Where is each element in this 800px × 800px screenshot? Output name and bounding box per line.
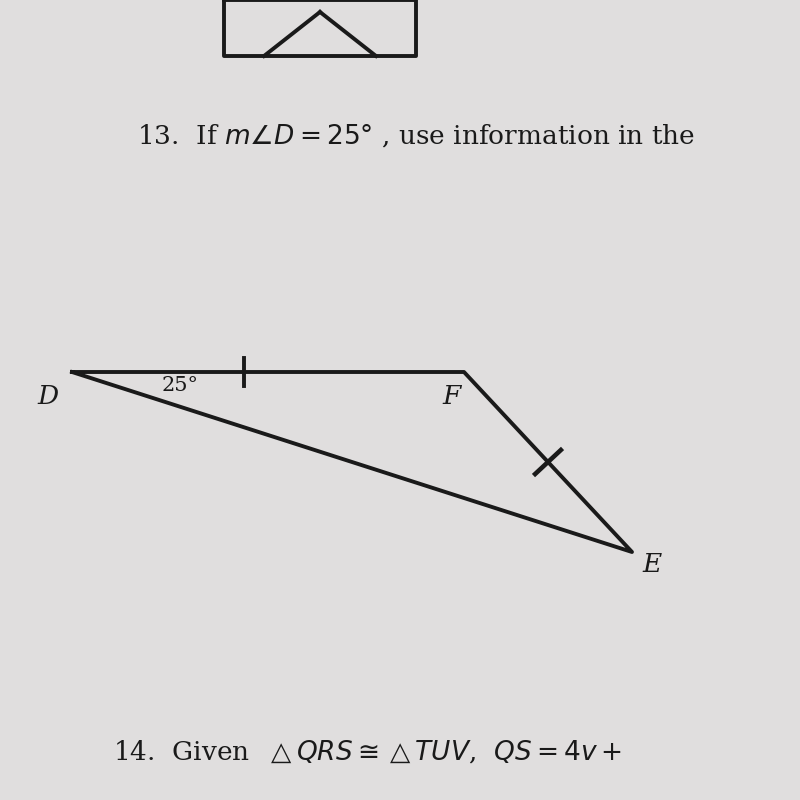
- Text: E: E: [642, 551, 662, 577]
- Text: 14.  Given  $\triangle QRS \cong \triangle TUV$,  $QS = 4v +$: 14. Given $\triangle QRS \cong \triangle…: [114, 738, 622, 766]
- Text: F: F: [443, 383, 461, 409]
- Text: 13.  If $m\angle D= 25°$ , use information in the: 13. If $m\angle D= 25°$ , use informatio…: [137, 122, 695, 150]
- Text: 25°: 25°: [162, 376, 198, 395]
- Text: D: D: [38, 383, 58, 409]
